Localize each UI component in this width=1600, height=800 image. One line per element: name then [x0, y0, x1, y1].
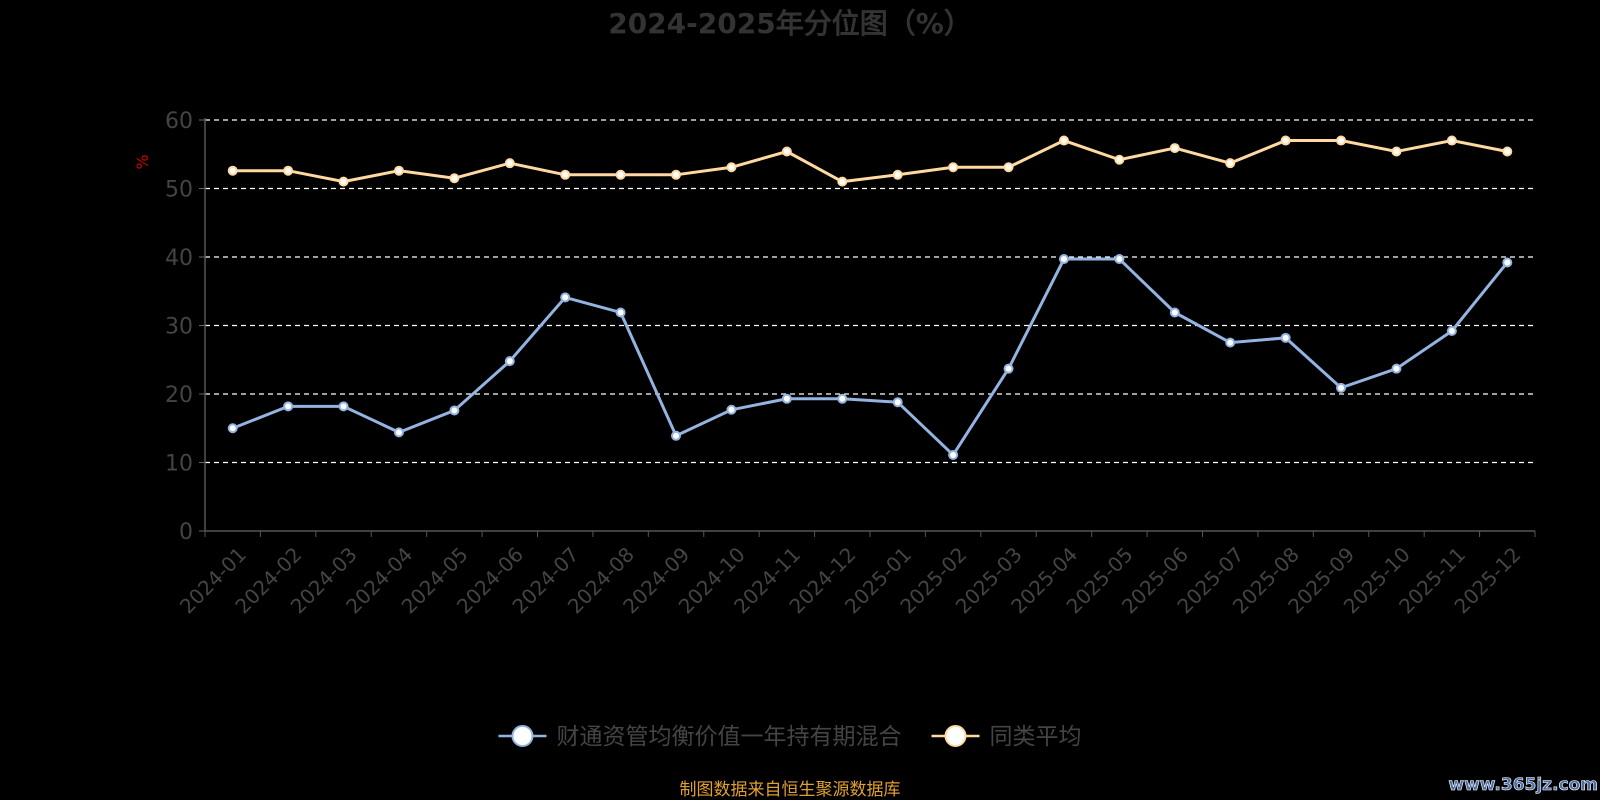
data-point[interactable] — [1169, 143, 1180, 154]
data-source-note: 制图数据来自恒生聚源数据库 — [680, 780, 901, 800]
data-point[interactable] — [1446, 135, 1457, 146]
data-point[interactable] — [1391, 363, 1402, 374]
data-point[interactable] — [1391, 146, 1402, 157]
data-point[interactable] — [1225, 337, 1236, 348]
data-point[interactable] — [1114, 254, 1125, 265]
data-point[interactable] — [671, 169, 682, 180]
data-point[interactable] — [338, 176, 349, 187]
data-point[interactable] — [1003, 162, 1014, 173]
data-point[interactable] — [393, 427, 404, 438]
data-point[interactable] — [1280, 135, 1291, 146]
data-point[interactable] — [393, 165, 404, 176]
data-point[interactable] — [781, 393, 792, 404]
y-axis-label: % — [133, 154, 152, 169]
data-point[interactable] — [1114, 154, 1125, 165]
data-point[interactable] — [615, 169, 626, 180]
data-point[interactable] — [837, 176, 848, 187]
chart-title: 2024-2025年分位图（%） — [608, 7, 972, 40]
y-tick-label: 30 — [165, 315, 193, 340]
legend-marker-icon[interactable] — [511, 725, 534, 747]
data-point[interactable] — [837, 393, 848, 404]
data-point[interactable] — [948, 449, 959, 460]
series-line — [232, 138, 1508, 184]
y-tick-label: 60 — [165, 109, 193, 134]
data-point[interactable] — [948, 162, 959, 173]
data-point[interactable] — [781, 146, 792, 157]
data-point[interactable] — [560, 292, 571, 303]
data-point[interactable] — [892, 169, 903, 180]
data-point[interactable] — [283, 165, 294, 176]
axes: 01020304050602024-012024-022024-032024-0… — [165, 109, 1536, 618]
legend-marker-icon[interactable] — [944, 725, 967, 747]
grid-lines — [205, 119, 1535, 464]
data-point[interactable] — [1336, 135, 1347, 146]
data-point[interactable] — [615, 307, 626, 318]
data-point[interactable] — [726, 162, 737, 173]
legend-label[interactable]: 同类平均 — [990, 724, 1082, 750]
data-point[interactable] — [1225, 158, 1236, 169]
data-point[interactable] — [560, 169, 571, 180]
data-point[interactable] — [504, 158, 515, 169]
data-point[interactable] — [1446, 325, 1457, 336]
y-tick-label: 0 — [179, 520, 193, 545]
data-point[interactable] — [227, 165, 238, 176]
data-point[interactable] — [1003, 363, 1014, 374]
y-tick-label: 40 — [165, 246, 193, 271]
series-line — [232, 257, 1509, 458]
data-point[interactable] — [1280, 332, 1291, 343]
data-point[interactable] — [449, 173, 460, 184]
data-point[interactable] — [449, 405, 460, 416]
data-point[interactable] — [671, 430, 682, 441]
legend[interactable]: 财通资管均衡价值一年持有期混合 同类平均 — [498, 724, 1082, 750]
data-point[interactable] — [1058, 254, 1069, 265]
data-point[interactable] — [227, 423, 238, 434]
y-tick-label: 10 — [165, 452, 193, 477]
y-tick-label: 20 — [165, 383, 193, 408]
data-point[interactable] — [338, 401, 349, 412]
watermark-logo: www.365jz.com — [1448, 775, 1598, 795]
data-point[interactable] — [1169, 307, 1180, 318]
legend-label[interactable]: 财通资管均衡价值一年持有期混合 — [557, 724, 902, 750]
data-point[interactable] — [1502, 146, 1513, 157]
data-point[interactable] — [1058, 135, 1069, 146]
y-tick-label: 50 — [165, 178, 193, 203]
data-point[interactable] — [892, 397, 903, 408]
data-point[interactable] — [283, 401, 294, 412]
series-layer — [227, 135, 1513, 460]
data-point[interactable] — [504, 356, 515, 367]
data-point[interactable] — [1336, 382, 1347, 393]
data-point[interactable] — [1502, 257, 1513, 268]
data-point[interactable] — [726, 404, 737, 415]
